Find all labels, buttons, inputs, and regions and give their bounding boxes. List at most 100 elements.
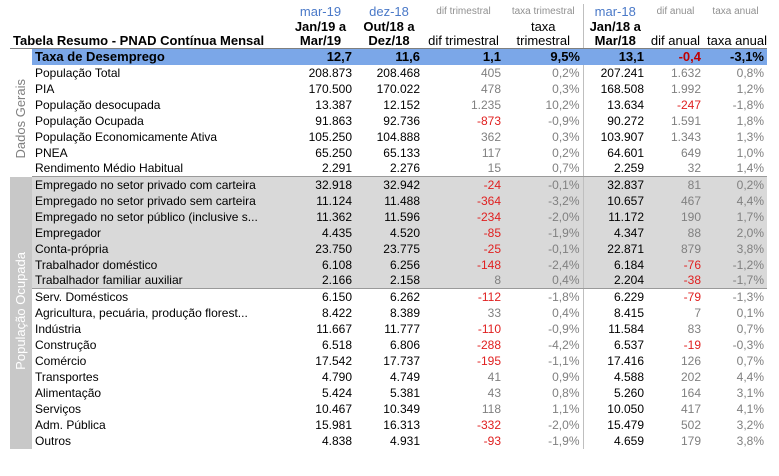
table-row: População Economicamente Ativa 105.250 104… xyxy=(10,128,767,145)
cell-value: 170.022 xyxy=(376,81,420,96)
cell-value: 362 xyxy=(480,129,501,144)
cell-value: -195 xyxy=(476,353,501,368)
cell-value: 11.172 xyxy=(583,208,647,225)
cell-value: -3,2% xyxy=(504,192,584,209)
cell-value: -0,1% xyxy=(504,240,584,257)
cell-value: 11.584 xyxy=(608,321,644,336)
row-label: Transportes xyxy=(35,369,99,384)
cell-value: 0,3% xyxy=(504,128,584,145)
cell-value: 11.777 xyxy=(384,321,420,336)
cell-value: 1,4% xyxy=(704,160,767,177)
table-row: População Ocupada Empregado no setor priv… xyxy=(10,176,767,449)
row-label: Empregador xyxy=(32,224,286,241)
cell-value: 117 xyxy=(481,145,501,160)
row-label: Empregado no setor público (inclusive s.… xyxy=(32,208,286,225)
cell-value: 4.347 xyxy=(583,224,647,241)
cell-value: 103.907 xyxy=(600,129,644,144)
table-row: Agricultura, pecuária, produção florest.… xyxy=(10,304,767,321)
cell-value: -19 xyxy=(683,337,701,352)
cell-value: 0,4% xyxy=(504,304,584,321)
cell-value: 1.235 xyxy=(470,97,501,112)
period-col-5: mar-18 xyxy=(594,4,636,19)
cell-value: 6.150 xyxy=(321,289,352,304)
table-title: Tabela Resumo - PNAD Contínua Mensal xyxy=(10,20,286,49)
cell-value: -247 xyxy=(676,97,701,112)
table-row: Construção 6.518 6.806 -288 -4,2% 6.537 -19 -0,… xyxy=(10,336,767,353)
period-col-1: mar-19 xyxy=(299,4,342,19)
cell-value: 6.184 xyxy=(583,256,647,273)
cell-value: 6.518 xyxy=(321,337,352,352)
row-label: PNEA xyxy=(35,145,68,160)
cell-value: 649 xyxy=(680,145,701,160)
cell-value: 467 xyxy=(647,192,704,209)
column-header-1: Jan/19 a Mar/19 xyxy=(286,20,355,49)
row-label: Agricultura, pecuária, produção florest.… xyxy=(35,305,248,320)
cell-value: 32.837 xyxy=(583,176,647,193)
cell-value: -288 xyxy=(476,337,501,352)
cell-value: 1.591 xyxy=(670,113,701,128)
column-header-row: Tabela Resumo - PNAD Contínua Mensal Jan… xyxy=(10,20,767,49)
cell-value: 1,2% xyxy=(736,81,764,96)
cell-value: 879 xyxy=(647,240,704,257)
cell-value: 17.416 xyxy=(607,353,644,368)
column-header-3: dif trimestral xyxy=(423,20,504,49)
cell-value: -0,9% xyxy=(504,320,584,337)
cell-value: 1,8% xyxy=(736,113,764,128)
cell-value: 10,2% xyxy=(504,96,584,113)
cell-value: 23.750 xyxy=(286,240,355,257)
cell-value: 81 xyxy=(647,176,704,193)
row-label: Alimentação xyxy=(35,385,102,400)
cell-value: 2.276 xyxy=(355,160,423,177)
cell-value: 8 xyxy=(423,272,504,289)
cell-value: -0,3% xyxy=(732,337,764,352)
cell-value: 2.166 xyxy=(286,272,355,289)
cell-value: 0,7% xyxy=(504,160,584,177)
period-col-4: taxa trimestral xyxy=(504,4,584,20)
cell-value: 1.992 xyxy=(670,81,701,96)
period-col-2: dez-18 xyxy=(369,4,409,19)
unemployment-rate-row: Taxa de Desemprego 12,7 11,6 1,1 9,5% 13… xyxy=(10,48,767,65)
summary-table: mar-19 dez-18 dif trimestral taxa trimes… xyxy=(10,4,767,449)
row-label: Outros xyxy=(35,433,72,448)
cell-value: 1,1 xyxy=(423,48,504,65)
cell-value: -2,0% xyxy=(504,208,584,225)
cell-value: -112 xyxy=(477,289,501,304)
row-label: População desocupada xyxy=(35,97,161,112)
cell-value: 6.262 xyxy=(389,289,420,304)
cell-value: 0,7% xyxy=(736,353,764,368)
table-row: Empregado no setor privado sem carteira 1… xyxy=(10,192,767,209)
cell-value: 190 xyxy=(647,208,704,225)
cell-value: 10.050 xyxy=(607,401,644,416)
cell-value: 207.241 xyxy=(600,65,644,80)
cell-value: 202 xyxy=(680,369,701,384)
cell-value: 405 xyxy=(480,65,501,80)
group-label-populacao-ocupada: População Ocupada xyxy=(10,176,32,449)
cell-value: 0,2% xyxy=(704,176,767,193)
cell-value: 11.124 xyxy=(286,192,355,209)
cell-value: 3,8% xyxy=(736,433,764,448)
cell-value: 12,7 xyxy=(286,48,355,65)
cell-value: 6.537 xyxy=(613,337,644,352)
cell-value: 4.659 xyxy=(613,433,644,448)
cell-value: 65.250 xyxy=(315,145,352,160)
cell-value: 11.596 xyxy=(355,208,423,225)
table-row: Empregado no setor público (inclusive s.… xyxy=(10,208,767,225)
cell-value: 1.343 xyxy=(670,129,701,144)
row-label: Serv. Domésticos xyxy=(35,289,129,304)
cell-value: -1,7% xyxy=(704,272,767,289)
cell-value: 1.632 xyxy=(670,65,701,80)
row-label: Serviços xyxy=(35,401,82,416)
table-row: Serviços 10.467 10.349 118 1,1% 10.050 417 4,1% xyxy=(10,400,767,417)
cell-value: 118 xyxy=(481,401,501,416)
table-row: Serv. Domésticos 6.150 6.262 -112 -1,8% 6.229… xyxy=(10,288,767,305)
cell-value: 7 xyxy=(694,305,701,320)
cell-value: 11.488 xyxy=(355,192,423,209)
cell-value: -1,8% xyxy=(504,288,584,305)
cell-value: -332 xyxy=(476,417,501,432)
cell-value: 4.838 xyxy=(321,433,352,448)
cell-value: -93 xyxy=(483,433,501,448)
cell-value: 11.667 xyxy=(316,321,352,336)
cell-value: -1,9% xyxy=(504,432,584,449)
row-label: Rendimento Médio Habitual xyxy=(32,160,286,177)
row-label: Construção xyxy=(35,337,97,352)
